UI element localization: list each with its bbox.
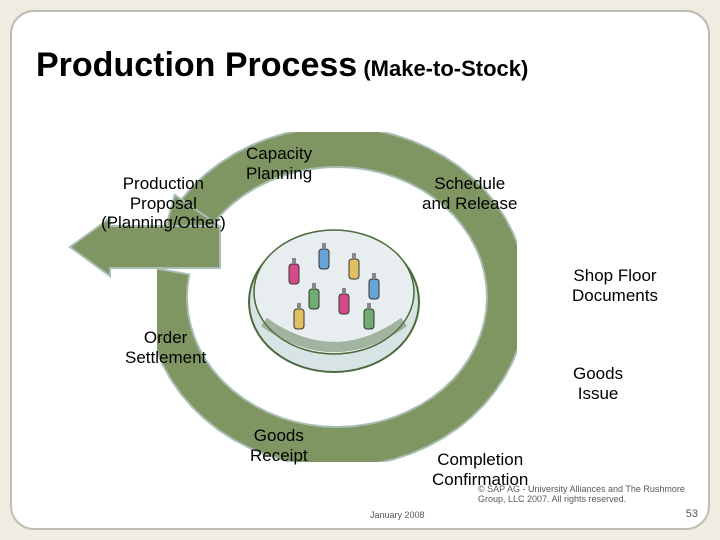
label-schedule: Schedule and Release — [422, 174, 517, 213]
title-sub: (Make-to-Stock) — [357, 56, 528, 81]
label-order-settlement: Order Settlement — [125, 328, 206, 367]
label-prod-proposal: Production Proposal (Planning/Other) — [101, 174, 226, 233]
label-goods-receipt: Goods Receipt — [250, 426, 308, 465]
slide-frame: Production Process (Make-to-Stock) Produ… — [10, 10, 710, 530]
label-goods-issue: Goods Issue — [573, 364, 623, 403]
title-main: Production Process — [36, 46, 357, 84]
slide-title: Production Process (Make-to-Stock) — [36, 46, 528, 85]
footer-rights: © SAP AG - University Alliances and The … — [478, 484, 708, 505]
label-shop-floor: Shop Floor Documents — [572, 266, 658, 305]
label-capacity: Capacity Planning — [246, 144, 312, 183]
footer-date: January 2008 — [370, 510, 425, 520]
page-number: 53 — [686, 508, 698, 520]
lab-illustration — [244, 212, 424, 382]
